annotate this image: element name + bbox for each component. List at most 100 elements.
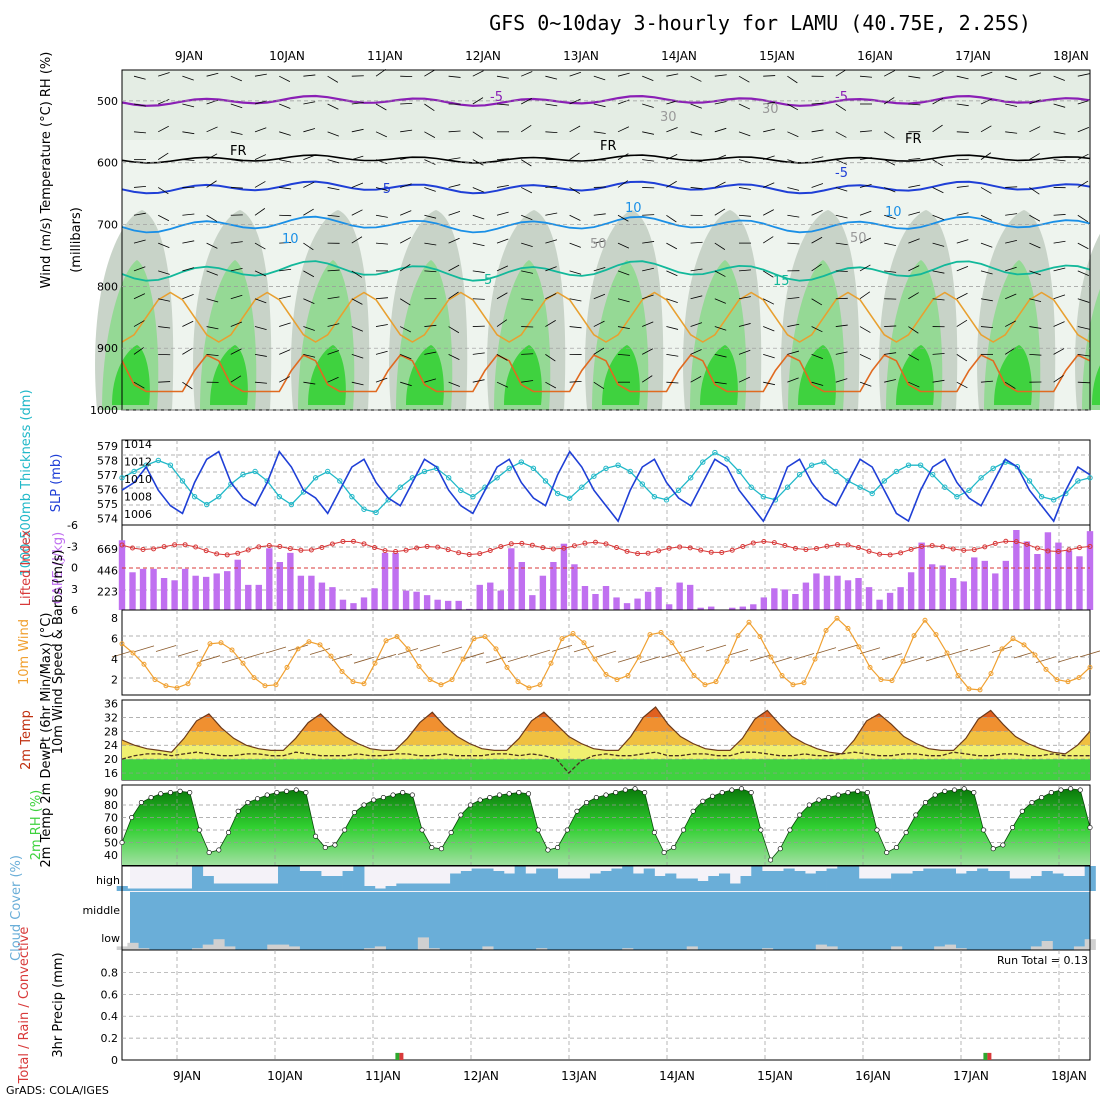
wind-barb [230,241,243,244]
wind-point [988,670,994,676]
wind-barb [448,264,460,272]
wind-point [724,658,730,664]
thickness-point [990,465,996,472]
cloud-high-bar [557,878,569,891]
cape-bar [992,573,999,610]
cloud-low-bar [955,948,967,950]
cloud-high-bar [826,868,838,891]
wind-barb [230,159,243,162]
li-point [508,541,514,547]
wind-barb [714,242,726,250]
wind-barb [642,348,653,355]
cape-bar [613,597,620,610]
cape-bar [192,575,199,610]
cape-bar [771,588,778,610]
wind-barb [835,378,848,383]
wind-point [504,664,510,670]
li-tick: 6 [71,604,78,617]
thickness-point [978,475,984,481]
wind-point [823,627,829,633]
wind-barb [980,214,993,221]
rh-shade-90 [112,345,150,405]
wind-barb [835,159,848,165]
wind-point [691,673,697,679]
thickness-tick: 575 [97,498,118,511]
thickness-point [966,487,972,494]
wind-barb [956,131,969,133]
li-point [635,551,641,557]
wind-barb [351,209,363,216]
rh-point [855,788,861,794]
wind-barb [884,325,897,327]
rh-shade-90 [602,345,640,405]
li-point [361,541,367,547]
cloud-high-bar [396,883,408,891]
wind-barb [496,103,509,106]
wind-barb [520,124,532,133]
wind-barb [1077,126,1090,133]
wind-barb [859,157,872,161]
rh-shade-90 [1092,365,1100,405]
wind-barb [133,266,146,272]
thickness-point [784,484,791,490]
wind-barb [133,381,145,389]
wind-barb [158,214,170,222]
wind-barb [908,265,920,272]
li-point [529,542,535,548]
li-point [519,540,525,546]
rh-point [651,829,657,835]
wind-barb [1029,326,1042,329]
wind-barb [908,75,921,79]
wind-barb [835,103,847,111]
wind-barb [496,265,509,272]
rh-point [797,812,803,818]
rh-point [864,789,870,795]
wind-barb [908,211,921,216]
wind-barb [787,131,799,138]
rh-point [739,786,745,792]
wind-barb-10m [573,645,595,653]
cloud-high-bar [1009,878,1021,891]
wind-barb [690,187,703,190]
wind-barb [303,326,315,331]
thickness-point [651,493,658,500]
wind-barb [279,322,291,327]
wind-barb [279,131,291,136]
cape-bar [697,607,704,610]
rh-point [371,797,377,803]
li-point [445,547,451,553]
cloud-high-bar [783,868,795,891]
cape-bar [834,575,841,610]
cape-bar [1023,541,1031,610]
wind-barb [303,298,315,304]
date-label-top: 13JAN [563,49,599,63]
wind-barb [738,75,750,83]
cloud-low-bar [1073,946,1086,950]
cape-bar [539,575,547,610]
wind-point [680,656,686,662]
wind-barb [182,381,193,390]
cloud-high-bar [794,871,806,891]
wind-frame [121,609,1091,696]
date-label-bottom: 18JAN [1051,1069,1087,1083]
rh-point [429,844,435,850]
wind-barb [182,131,195,135]
li-point [961,547,967,553]
wind-barb [811,298,823,306]
wind-barb [666,326,679,330]
wind-barb [375,297,388,300]
wind-barb [956,103,969,107]
cloud-high-bar [837,866,849,891]
slp-tick: 1012 [124,456,152,469]
wind-barb [569,152,580,160]
wind-barb [1077,153,1089,160]
wind-barb [884,270,897,273]
rh-point [119,839,125,845]
wind-barb [738,103,751,110]
cloud-high-bar [1041,871,1053,891]
cloud-high-bar [385,886,397,891]
thickness-point [155,457,162,464]
wind-barb [327,296,340,300]
cloud-low-bar [364,948,376,950]
wind-barb [472,159,484,166]
